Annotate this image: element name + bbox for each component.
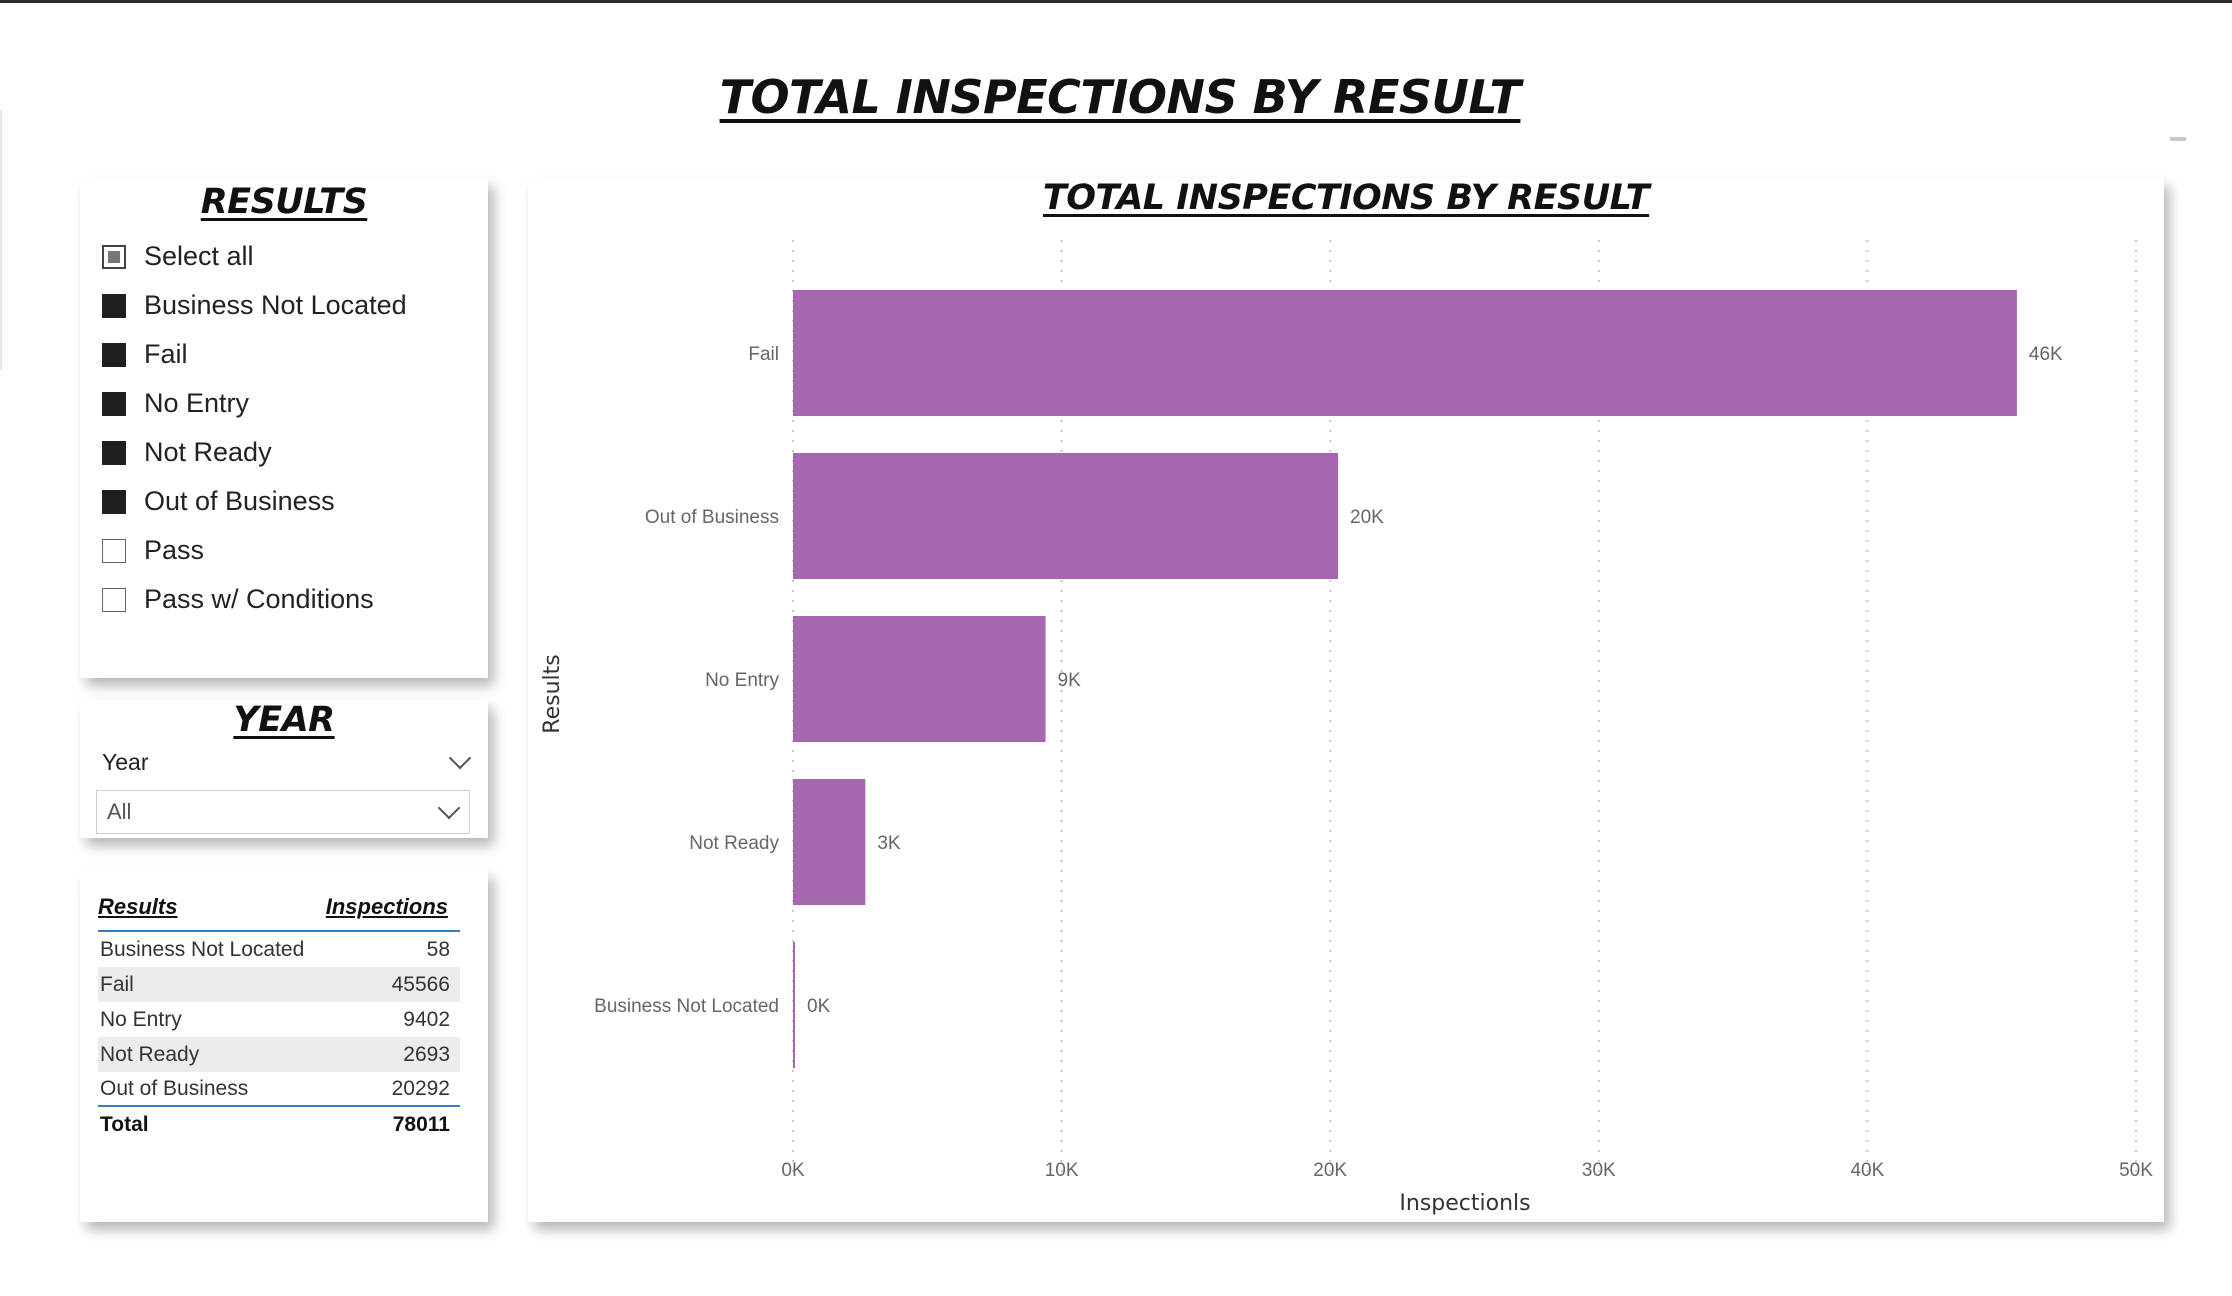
inspections-cell: 58 xyxy=(426,937,450,961)
total-value: 78011 xyxy=(392,1113,450,1136)
top-border xyxy=(0,0,2232,3)
results-cell: Out of Business xyxy=(100,1076,249,1100)
bar-no-entry[interactable] xyxy=(793,616,1046,742)
category-label: No Entry xyxy=(705,670,779,691)
slicer-item-no-entry[interactable]: No Entry xyxy=(80,379,488,428)
results-cell: Not Ready xyxy=(100,1042,200,1066)
minimize-indicator[interactable] xyxy=(2170,137,2186,141)
table-row[interactable]: No Entry 9402 xyxy=(98,1002,460,1037)
x-axis-title: Inspectionls xyxy=(1399,1191,1530,1216)
inspections-cell: 20292 xyxy=(391,1076,450,1100)
checkbox[interactable] xyxy=(102,244,126,269)
checkbox[interactable] xyxy=(102,440,126,465)
table-row[interactable]: Business Not Located 58 xyxy=(98,932,460,967)
bar-fail[interactable] xyxy=(793,290,2017,416)
summary-table: Results Inspections Business Not Located… xyxy=(98,884,468,1143)
results-slicer: RESULTS Select all Business Not Located Fa… xyxy=(80,178,488,678)
slicer-item-business-not-located[interactable]: Business Not Located xyxy=(80,281,488,330)
bar-chart-card: TOTAL INSPECTIONS BY RESULT 0K 10K 20K 30K 4… xyxy=(528,178,2164,1222)
checkbox[interactable] xyxy=(102,391,126,416)
table-row[interactable]: Not Ready 2693 xyxy=(98,1037,460,1072)
slicer-item-pass[interactable]: Pass xyxy=(80,526,488,575)
year-slicer-header[interactable]: Year xyxy=(80,740,488,780)
slicer-item-not-ready[interactable]: Not Ready xyxy=(80,428,488,477)
year-slicer-title: YEAR xyxy=(233,700,335,740)
table-row[interactable]: Out of Business 20292 xyxy=(98,1072,460,1107)
x-tick-label: 10K xyxy=(1045,1160,1079,1181)
y-axis-title: Results xyxy=(540,654,565,733)
bar-business-not-located[interactable] xyxy=(793,942,795,1068)
x-tick-label: 20K xyxy=(1313,1160,1347,1181)
table-body: Business Not Located 58 Fail 45566 No Entry 9… xyxy=(98,932,468,1107)
slicer-item-label: Not Ready xyxy=(144,437,272,467)
checkbox[interactable] xyxy=(102,587,126,612)
x-tick-label: 0K xyxy=(781,1160,805,1181)
results-cell: Business Not Located xyxy=(100,937,305,961)
summary-table-card: Results Inspections Business Not Located… xyxy=(80,870,488,1222)
bar-not-ready[interactable] xyxy=(793,779,866,905)
page-title: TOTAL INSPECTIONS BY RESULT xyxy=(719,70,1521,124)
slicer-item-label: Pass xyxy=(144,535,205,565)
slicer-item-label: Out of Business xyxy=(144,486,335,516)
category-label: Business Not Located xyxy=(594,996,779,1017)
year-slicer: YEAR Year All xyxy=(80,700,488,838)
slicer-item-label: Business Not Located xyxy=(144,290,407,320)
year-dropdown[interactable]: All xyxy=(96,790,470,834)
checkbox[interactable] xyxy=(102,293,126,318)
slicer-item-fail[interactable]: Fail xyxy=(80,330,488,379)
results-slicer-title: RESULTS xyxy=(200,182,368,222)
chevron-down-icon xyxy=(437,796,461,820)
slicer-item-select-all[interactable]: Select all xyxy=(80,232,488,281)
table-row[interactable]: Fail 45566 xyxy=(98,967,460,1002)
slicer-item-pass-w-conditions[interactable]: Pass w/ Conditions xyxy=(80,575,488,624)
results-cell: Fail xyxy=(100,972,134,996)
table-header: Results Inspections xyxy=(98,884,460,932)
total-label: Total xyxy=(100,1113,149,1136)
x-tick-label: 30K xyxy=(1582,1160,1616,1181)
inspections-cell: 45566 xyxy=(391,972,450,996)
column-header-results[interactable]: Results xyxy=(98,894,178,919)
data-label: 9K xyxy=(1058,670,1082,691)
checkbox[interactable] xyxy=(102,342,126,367)
year-selected-value: All xyxy=(107,799,132,824)
table-total-row: Total 78011 xyxy=(98,1107,460,1143)
data-label: 46K xyxy=(2029,344,2063,365)
slicer-item-label: Select all xyxy=(144,241,254,271)
slicer-item-label: No Entry xyxy=(144,388,250,418)
slicer-item-label: Pass w/ Conditions xyxy=(144,584,374,614)
x-tick-label: 40K xyxy=(1850,1160,1884,1181)
year-field-label: Year xyxy=(102,748,149,775)
chevron-down-icon[interactable] xyxy=(448,746,472,770)
chart-title: TOTAL INSPECTIONS BY RESULT xyxy=(1042,178,1650,218)
category-label: Out of Business xyxy=(645,507,779,528)
data-label: 3K xyxy=(877,833,901,854)
x-tick-label: 50K xyxy=(2119,1160,2153,1181)
bar-chart: 0K 10K 20K 30K 40K 50K Fail 46K Out of Business 2… xyxy=(540,240,2153,1216)
slicer-item-label: Fail xyxy=(144,339,188,369)
column-header-inspections[interactable]: Inspections xyxy=(325,894,448,919)
bar-out-of-business[interactable] xyxy=(793,453,1339,579)
category-label: Fail xyxy=(748,344,779,365)
inspections-cell: 9402 xyxy=(403,1007,450,1031)
results-slicer-list: Select all Business Not Located Fail No Ent… xyxy=(80,232,488,624)
slicer-item-out-of-business[interactable]: Out of Business xyxy=(80,477,488,526)
checkbox[interactable] xyxy=(102,489,126,514)
left-edge-divider xyxy=(0,110,2,370)
inspections-cell: 2693 xyxy=(403,1042,450,1066)
data-label: 0K xyxy=(807,996,831,1017)
checkbox[interactable] xyxy=(102,538,126,563)
results-cell: No Entry xyxy=(100,1007,182,1031)
category-label: Not Ready xyxy=(689,833,779,854)
data-label: 20K xyxy=(1350,507,1384,528)
